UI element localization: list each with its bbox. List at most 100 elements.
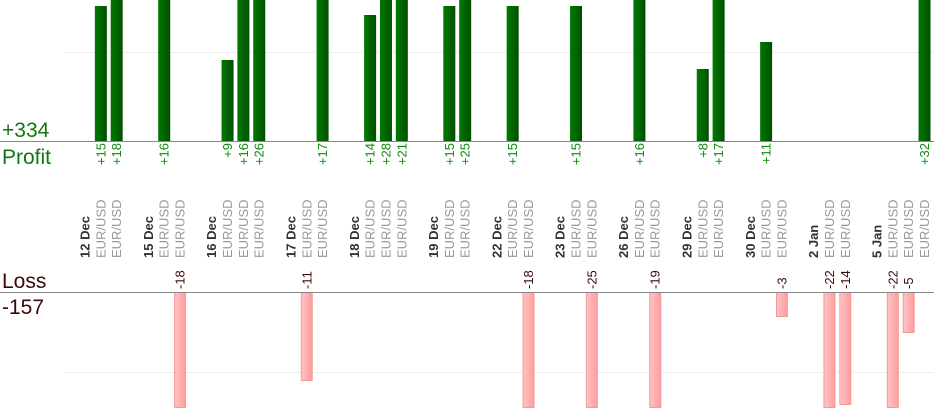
symbol-label: EUR/USD — [711, 199, 726, 258]
loss-value-label: -22 — [885, 270, 900, 289]
loss-value-label: -19 — [648, 270, 663, 289]
loss-bar — [839, 292, 852, 405]
profit-value-label: +25 — [458, 143, 473, 165]
date-label: 15 Dec — [141, 216, 156, 258]
symbol-label: EUR/USD — [917, 199, 932, 258]
loss-bar — [902, 292, 915, 333]
symbol-label: EUR/USD — [648, 199, 663, 258]
profit-bar — [696, 69, 709, 141]
date-label: 30 Dec — [743, 216, 758, 258]
loss-value-label: -5 — [901, 277, 916, 289]
profit-value-label: +15 — [505, 143, 520, 165]
loss-bar — [775, 292, 788, 317]
symbol-label: EUR/USD — [458, 199, 473, 258]
loss-bar — [522, 292, 535, 408]
symbol-label: EUR/USD — [93, 199, 108, 258]
profit-total: +334 — [2, 119, 50, 142]
symbol-label: EUR/USD — [521, 199, 536, 258]
loss-bar — [886, 292, 899, 408]
profit-value-label: +14 — [363, 143, 378, 165]
profit-value-label: +32 — [917, 143, 932, 165]
profit-bar — [459, 0, 472, 141]
date-label: 17 Dec — [283, 216, 298, 258]
loss-bar — [174, 292, 187, 408]
loss-value-label: -3 — [774, 277, 789, 289]
symbol-label: EUR/USD — [378, 199, 393, 258]
profit-value-label: +8 — [695, 143, 710, 158]
profit-bar — [395, 0, 408, 141]
symbol-label: EUR/USD — [252, 199, 267, 258]
symbol-label: EUR/USD — [363, 199, 378, 258]
profit-value-label: +15 — [442, 143, 457, 165]
profit-value-label: +15 — [569, 143, 584, 165]
profit-value-label: +15 — [93, 143, 108, 165]
profit-bar — [570, 6, 583, 141]
date-label: 19 Dec — [426, 216, 441, 258]
profit-bar — [379, 0, 392, 141]
profit-value-label: +16 — [632, 143, 647, 165]
profit-bar — [443, 6, 456, 141]
profit-bar — [506, 6, 519, 141]
date-label: 18 Dec — [347, 216, 362, 258]
symbol-label: EUR/USD — [299, 199, 314, 258]
date-label: 26 Dec — [616, 216, 631, 258]
loss-value-label: -22 — [822, 270, 837, 289]
loss-value-label: -14 — [838, 270, 853, 289]
profit-bar — [110, 0, 123, 141]
symbol-label: EUR/USD — [584, 199, 599, 258]
symbol-label: EUR/USD — [759, 199, 774, 258]
symbol-label: EUR/USD — [838, 199, 853, 258]
profit-bar — [918, 0, 931, 141]
symbol-label: EUR/USD — [505, 199, 520, 258]
symbol-label: EUR/USD — [109, 199, 124, 258]
profit-bar — [221, 60, 234, 141]
loss-value-label: -25 — [584, 270, 599, 289]
symbol-label: EUR/USD — [236, 199, 251, 258]
loss-value-label: -11 — [299, 271, 314, 289]
profit-value-label: +17 — [711, 143, 726, 165]
profit-value-label: +16 — [157, 143, 172, 165]
profit-value-label: +17 — [315, 143, 330, 165]
profit-value-label: +26 — [252, 143, 267, 165]
loss-value-label: -18 — [173, 270, 188, 289]
symbol-label: EUR/USD — [901, 199, 916, 258]
symbol-label: EUR/USD — [442, 199, 457, 258]
symbol-label: EUR/USD — [394, 199, 409, 258]
profit-bar — [760, 42, 773, 141]
profit-value-label: +18 — [109, 143, 124, 165]
date-label: 22 Dec — [489, 216, 504, 258]
date-label: 29 Dec — [679, 216, 694, 258]
symbol-label: EUR/USD — [173, 199, 188, 258]
profit-value-label: +21 — [394, 143, 409, 165]
profit-label: Profit — [2, 146, 51, 169]
symbol-label: EUR/USD — [220, 199, 235, 258]
profit-bar — [633, 0, 646, 141]
loss-label: Loss — [2, 270, 46, 293]
symbol-label: EUR/USD — [774, 199, 789, 258]
profit-bar — [364, 15, 377, 141]
loss-value-label: -18 — [521, 270, 536, 289]
symbol-label: EUR/USD — [822, 199, 837, 258]
loss-total: -157 — [2, 296, 44, 319]
loss-bar — [300, 292, 313, 381]
symbol-label: EUR/USD — [885, 199, 900, 258]
symbol-label: EUR/USD — [632, 199, 647, 258]
date-label: 12 Dec — [78, 216, 93, 258]
date-label: 5 Jan — [870, 225, 885, 258]
symbol-label: EUR/USD — [157, 199, 172, 258]
profit-value-label: +16 — [236, 143, 251, 165]
profit-bar — [237, 0, 250, 141]
loss-bar — [823, 292, 836, 408]
profit-bar — [712, 0, 725, 141]
date-label: 16 Dec — [204, 216, 219, 258]
symbol-label: EUR/USD — [315, 199, 330, 258]
profit-bar — [253, 0, 266, 141]
profit-value-label: +28 — [378, 143, 393, 165]
profit-value-label: +11 — [759, 143, 774, 164]
profit-bar — [94, 6, 107, 141]
profit-bar — [316, 0, 329, 141]
profit-value-label: +9 — [220, 143, 235, 158]
date-label: 2 Jan — [806, 225, 821, 258]
profit-bar — [158, 0, 171, 141]
